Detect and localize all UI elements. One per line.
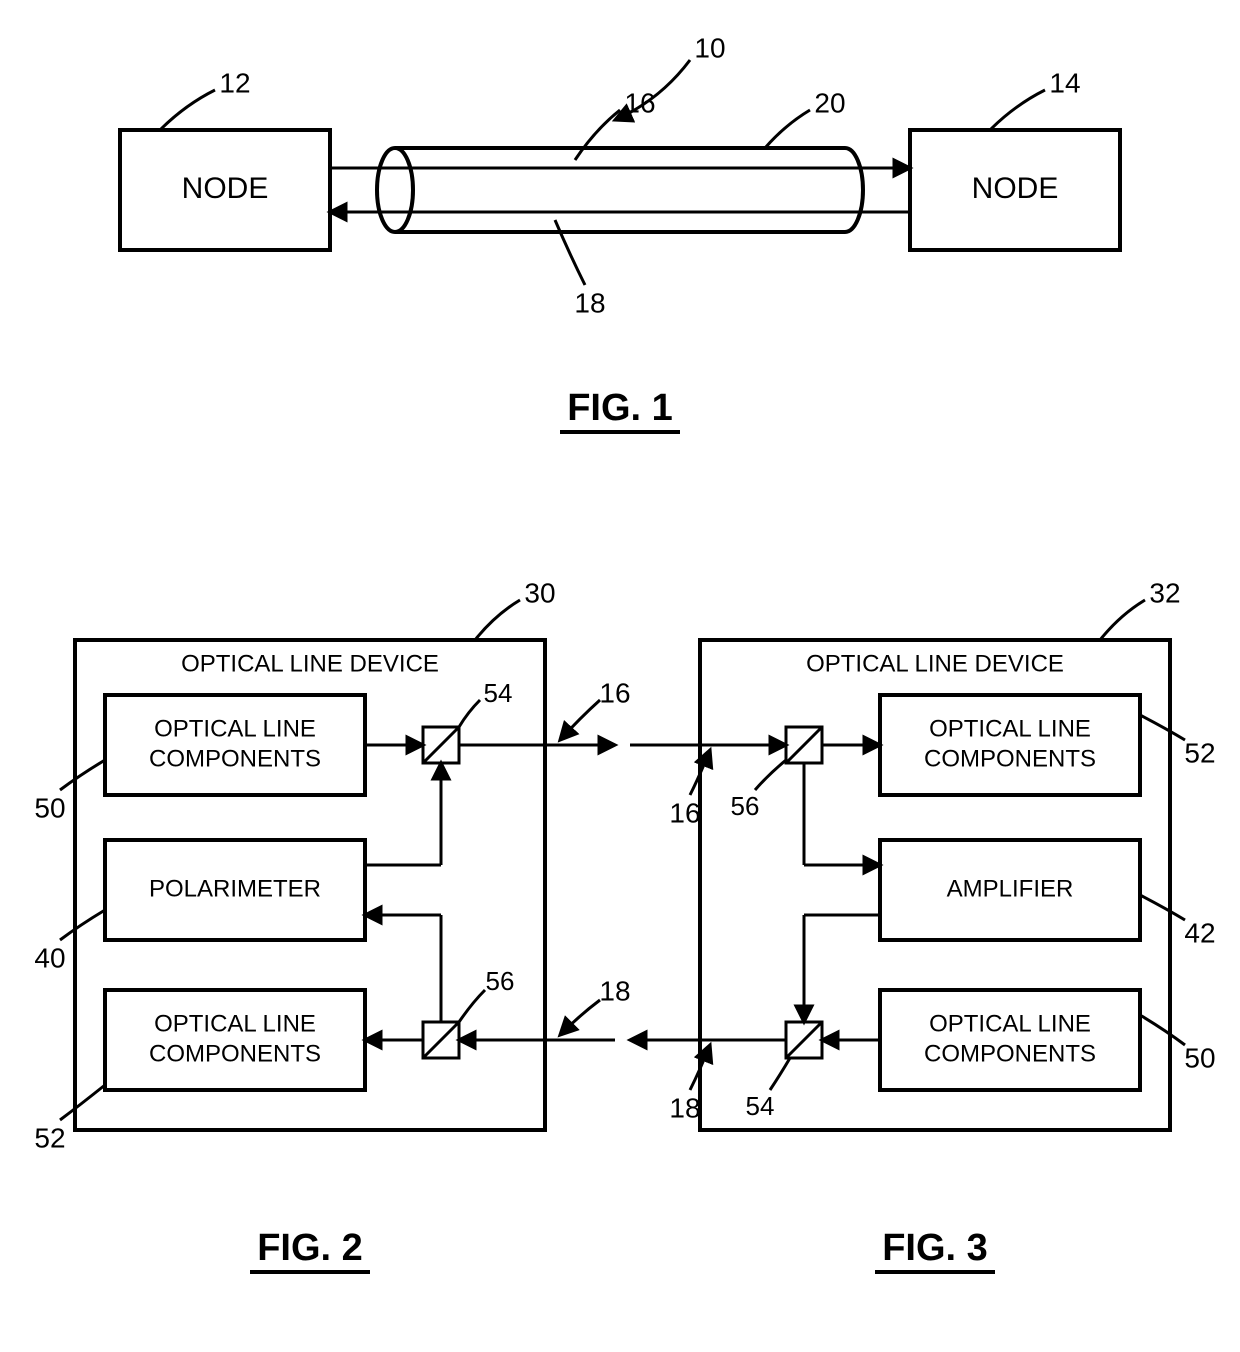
fig2-device-label: OPTICAL LINE DEVICE bbox=[181, 650, 439, 677]
fig3-device-label: OPTICAL LINE DEVICE bbox=[806, 650, 1064, 677]
fig1-left-node-text: NODE bbox=[182, 172, 269, 205]
fig3-ref56-leader bbox=[755, 760, 786, 790]
fig2-bot-comp-l1: OPTICAL LINE bbox=[154, 1010, 316, 1037]
fig1-ref12: 12 bbox=[219, 67, 250, 98]
fig3-ref18: 18 bbox=[669, 1092, 700, 1123]
fig2-ref18-leader bbox=[560, 1000, 600, 1035]
fig1-cable bbox=[377, 148, 863, 232]
fig3-ref42-leader bbox=[1140, 895, 1185, 920]
fig3-group: OPTICAL LINE DEVICE OPTICAL LINE COMPONE… bbox=[630, 577, 1216, 1272]
fig2-top-comp-l1: OPTICAL LINE bbox=[154, 715, 316, 742]
fig3-bot-comp-l2: COMPONENTS bbox=[924, 1040, 1096, 1067]
fig2-top-splitter bbox=[423, 727, 459, 763]
fig3-ref42: 42 bbox=[1184, 917, 1215, 948]
fig2-ref30-leader bbox=[475, 600, 520, 640]
fig2-ref50-leader bbox=[60, 760, 105, 790]
fig3-mid-comp: AMPLIFIER bbox=[947, 875, 1074, 902]
fig2-ref52-leader bbox=[60, 1085, 105, 1120]
fig1-ref18: 18 bbox=[574, 287, 605, 318]
fig1-ref14: 14 bbox=[1049, 67, 1080, 98]
fig3-ref50-leader bbox=[1140, 1015, 1185, 1045]
fig1-right-node-text: NODE bbox=[972, 172, 1059, 205]
fig3-ref52-leader bbox=[1140, 715, 1185, 740]
fig2-mid-comp: POLARIMETER bbox=[149, 875, 321, 902]
fig3-top-comp-l2: COMPONENTS bbox=[924, 745, 1096, 772]
fig2-ref54: 54 bbox=[484, 678, 513, 708]
fig1-group: NODE NODE 10 12 14 16 20 bbox=[120, 32, 1120, 432]
fig3-ref54: 54 bbox=[746, 1091, 775, 1121]
fig1-ref14-leader bbox=[990, 90, 1045, 130]
fig3-top-splitter bbox=[786, 727, 822, 763]
fig2-ref16: 16 bbox=[599, 677, 630, 708]
fig1-ref18-leader bbox=[555, 220, 585, 285]
fig2-ref50: 50 bbox=[34, 792, 65, 823]
fig2-ref16-leader bbox=[560, 700, 600, 740]
fig1-title: FIG. 1 bbox=[567, 387, 673, 429]
fig2-title: FIG. 2 bbox=[257, 1227, 363, 1269]
fig2-ref18: 18 bbox=[599, 975, 630, 1006]
fig1-ref16-leader bbox=[575, 110, 620, 160]
fig3-top-comp-l1: OPTICAL LINE bbox=[929, 715, 1091, 742]
fig1-ref12-leader bbox=[160, 90, 215, 130]
fig2-ref52: 52 bbox=[34, 1122, 65, 1153]
fig2-group: OPTICAL LINE DEVICE OPTICAL LINE COMPONE… bbox=[34, 577, 630, 1272]
fig3-ref32-leader bbox=[1100, 600, 1145, 640]
fig2-ref54-leader bbox=[459, 700, 480, 727]
fig1-ref10: 10 bbox=[694, 32, 725, 63]
fig2-ref40: 40 bbox=[34, 942, 65, 973]
fig2-bot-comp-l2: COMPONENTS bbox=[149, 1040, 321, 1067]
fig2-ref30: 30 bbox=[524, 577, 555, 608]
fig3-ref50: 50 bbox=[1184, 1042, 1215, 1073]
fig3-ref52: 52 bbox=[1184, 737, 1215, 768]
fig3-ref54-leader bbox=[770, 1058, 790, 1090]
fig2-ref56-leader bbox=[459, 990, 485, 1022]
fig3-ref56: 56 bbox=[731, 791, 760, 821]
fig1-ref20-leader bbox=[765, 110, 810, 148]
fig3-ref32: 32 bbox=[1149, 577, 1180, 608]
fig2-top-comp-l2: COMPONENTS bbox=[149, 745, 321, 772]
fig3-title: FIG. 3 bbox=[882, 1227, 988, 1269]
fig3-bot-comp-l1: OPTICAL LINE bbox=[929, 1010, 1091, 1037]
fig3-bot-splitter bbox=[786, 1022, 822, 1058]
fig2-ref56: 56 bbox=[486, 966, 515, 996]
fig1-ref16: 16 bbox=[624, 87, 655, 118]
fig2-ref40-leader bbox=[60, 910, 105, 940]
fig3-ref16: 16 bbox=[669, 797, 700, 828]
fig1-ref20: 20 bbox=[814, 87, 845, 118]
fig2-bot-splitter bbox=[423, 1022, 459, 1058]
